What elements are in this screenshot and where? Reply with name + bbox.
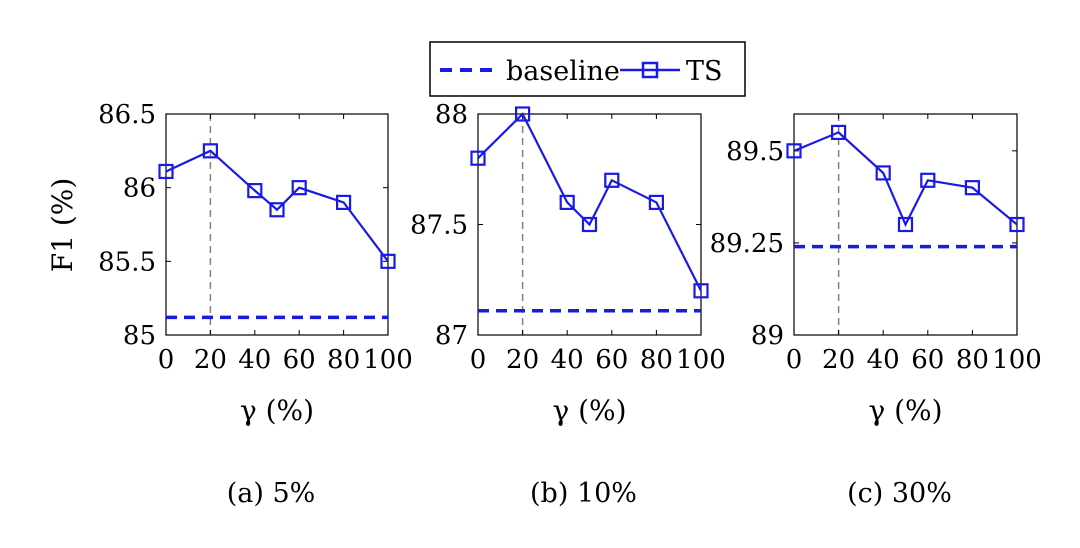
- x-tick-label: 80: [640, 345, 673, 375]
- panel-a: 0 20 40 60 80 100 85 85.5 86 86.5 γ (%) (a) 5%: [98, 100, 413, 509]
- y-tick-label: 87: [435, 321, 468, 351]
- panel-caption: (b) 10%: [530, 478, 637, 509]
- legend-ts-label: TS: [686, 56, 723, 87]
- ts-point: [830, 124, 847, 141]
- y-tick-label: 86.5: [98, 100, 156, 130]
- ts-point: [158, 163, 174, 180]
- ts-point: [1009, 216, 1025, 233]
- legend-baseline-label: baseline: [506, 56, 620, 87]
- x-tick-label: 100: [676, 345, 726, 375]
- x-tick-label: 60: [283, 345, 316, 375]
- x-axis-label: γ (%): [240, 394, 314, 427]
- x-tick-label: 40: [551, 345, 584, 375]
- ts-series-line: [793, 131, 1018, 228]
- ts-point: [920, 172, 936, 188]
- x-tick-label: 20: [194, 345, 227, 375]
- ts-point: [648, 194, 665, 210]
- y-tick-label: 89.5: [726, 137, 784, 167]
- y-tick-label: 85: [123, 321, 156, 351]
- panel-c: 0 20 40 60 80 100 89 89.25 89.5 γ (%) (c) 30%: [710, 113, 1042, 509]
- legend: baseline TS: [429, 41, 746, 97]
- ts-point: [291, 180, 307, 196]
- ts-point: [336, 194, 352, 210]
- y-tick-label: 88: [435, 100, 468, 130]
- x-tick-label: 20: [506, 345, 539, 375]
- y-tick-label: 85.5: [98, 247, 156, 277]
- y-tick-label: 86: [123, 174, 156, 204]
- ts-point: [786, 143, 802, 159]
- x-tick-label: 100: [992, 345, 1042, 375]
- y-tick-label: 87.5: [410, 211, 468, 241]
- panel-b: 0 20 40 60 80 100 87 87.5 88 γ (%) (b) 10%: [410, 100, 726, 509]
- ts-point: [247, 183, 263, 199]
- ts-point: [269, 202, 285, 218]
- panel-caption: (c) 30%: [847, 478, 952, 509]
- ts-point: [514, 106, 531, 122]
- x-axis-label: γ (%): [552, 394, 626, 427]
- ts-point: [693, 283, 709, 299]
- plot-frame: [165, 113, 389, 336]
- x-axis-label: γ (%): [868, 394, 942, 427]
- ts-point: [559, 194, 575, 210]
- ts-series-line: [165, 149, 389, 262]
- x-tick-label: 20: [822, 345, 855, 375]
- ts-point: [964, 180, 981, 196]
- x-tick-label: 100: [363, 345, 413, 375]
- x-tick-label: 60: [595, 345, 628, 375]
- ts-series-line: [477, 112, 702, 292]
- x-tick-label: 0: [786, 345, 803, 375]
- y-axis-label: F1 (%): [46, 178, 79, 273]
- ts-point: [581, 216, 598, 233]
- ts-point: [897, 216, 914, 233]
- legend-ts-swatch-marker: [641, 61, 659, 79]
- ts-point: [380, 253, 396, 269]
- x-tick-label: 0: [470, 345, 487, 375]
- x-tick-label: 0: [158, 345, 175, 375]
- ts-point: [470, 150, 486, 166]
- x-tick-label: 80: [327, 345, 360, 375]
- ts-point: [604, 172, 620, 188]
- x-tick-label: 40: [867, 345, 900, 375]
- x-tick-label: 40: [238, 345, 271, 375]
- y-tick-label: 89.25: [710, 229, 784, 259]
- ts-point: [202, 143, 218, 159]
- y-tick-label: 89: [751, 321, 784, 351]
- x-tick-label: 80: [956, 345, 989, 375]
- ts-point: [875, 165, 891, 181]
- x-tick-label: 60: [911, 345, 944, 375]
- panel-caption: (a) 5%: [227, 478, 316, 509]
